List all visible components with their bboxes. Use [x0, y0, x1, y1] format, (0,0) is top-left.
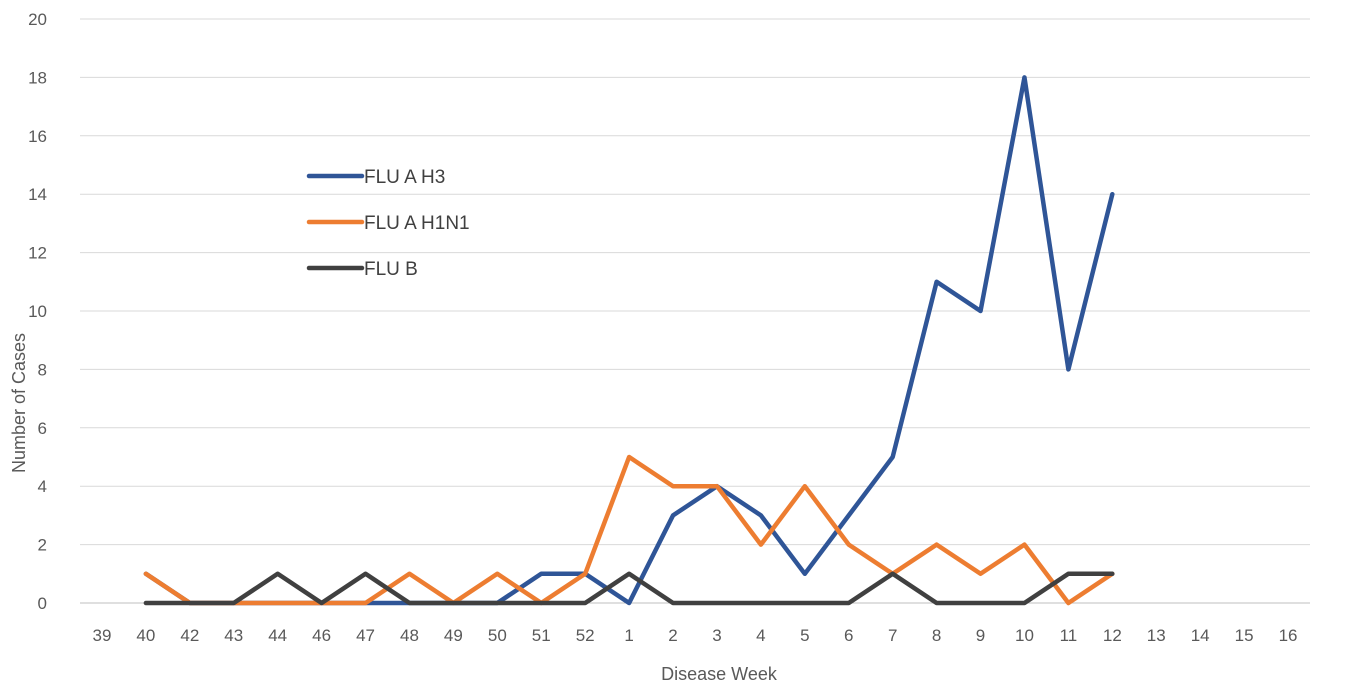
- x-tick-label: 40: [136, 626, 155, 645]
- y-tick-label: 16: [28, 127, 47, 146]
- x-tick-label: 43: [224, 626, 243, 645]
- gridlines: [80, 18, 1310, 604]
- x-tick-label: 39: [93, 626, 112, 645]
- x-tick-label: 2: [668, 626, 677, 645]
- y-tick-label: 0: [38, 594, 47, 613]
- x-tick-label: 6: [844, 626, 853, 645]
- x-tick-label: 5: [800, 626, 809, 645]
- x-tick-label: 44: [268, 626, 287, 645]
- x-tick-label: 10: [1015, 626, 1034, 645]
- series-lines: [143, 75, 1115, 606]
- x-tick-label: 42: [180, 626, 199, 645]
- y-tick-label: 2: [38, 536, 47, 555]
- x-tick-label: 52: [576, 626, 595, 645]
- y-tick-label: 12: [28, 244, 47, 263]
- x-tick-label: 7: [888, 626, 897, 645]
- x-tick-label: 15: [1235, 626, 1254, 645]
- x-axis-tick-labels: 39 40 42 43 44 46 47 48 49 50 51 52 1 2 3 4 5 6 7 8 9 10 11 12 1…: [93, 626, 1298, 645]
- y-axis-tick-labels: 0 2 4 6 8 10 12 14 16 18 20: [28, 10, 47, 613]
- y-tick-label: 20: [28, 10, 47, 29]
- x-tick-label: 16: [1279, 626, 1298, 645]
- x-tick-label: 49: [444, 626, 463, 645]
- x-tick-label: 8: [932, 626, 941, 645]
- x-tick-label: 47: [356, 626, 375, 645]
- y-tick-label: 10: [28, 302, 47, 321]
- legend-label: FLU A H3: [364, 167, 445, 188]
- x-tick-label: 46: [312, 626, 331, 645]
- series-line: [143, 571, 1115, 606]
- series-line: [143, 454, 1115, 606]
- x-tick-label: 12: [1103, 626, 1122, 645]
- x-tick-label: 13: [1147, 626, 1166, 645]
- legend-label: FLU B: [364, 259, 418, 280]
- x-tick-label: 48: [400, 626, 419, 645]
- legend: FLU A H3 FLU A H1N1 FLU B: [306, 167, 470, 280]
- x-tick-label: 50: [488, 626, 507, 645]
- y-tick-label: 6: [38, 419, 47, 438]
- y-axis-title: Number of Cases: [9, 333, 29, 473]
- x-axis-title: Disease Week: [661, 664, 778, 684]
- series-line: [143, 75, 1115, 606]
- legend-label: FLU A H1N1: [364, 213, 470, 234]
- x-tick-label: 11: [1060, 626, 1078, 645]
- y-tick-label: 14: [28, 185, 47, 204]
- x-tick-label: 14: [1191, 626, 1210, 645]
- x-tick-label: 9: [976, 626, 985, 645]
- x-tick-label: 1: [624, 626, 633, 645]
- x-tick-label: 51: [532, 626, 551, 645]
- y-tick-label: 8: [38, 360, 47, 379]
- x-tick-label: 4: [756, 626, 765, 645]
- x-tick-label: 3: [712, 626, 721, 645]
- y-tick-label: 18: [28, 68, 47, 87]
- y-tick-label: 4: [38, 477, 47, 496]
